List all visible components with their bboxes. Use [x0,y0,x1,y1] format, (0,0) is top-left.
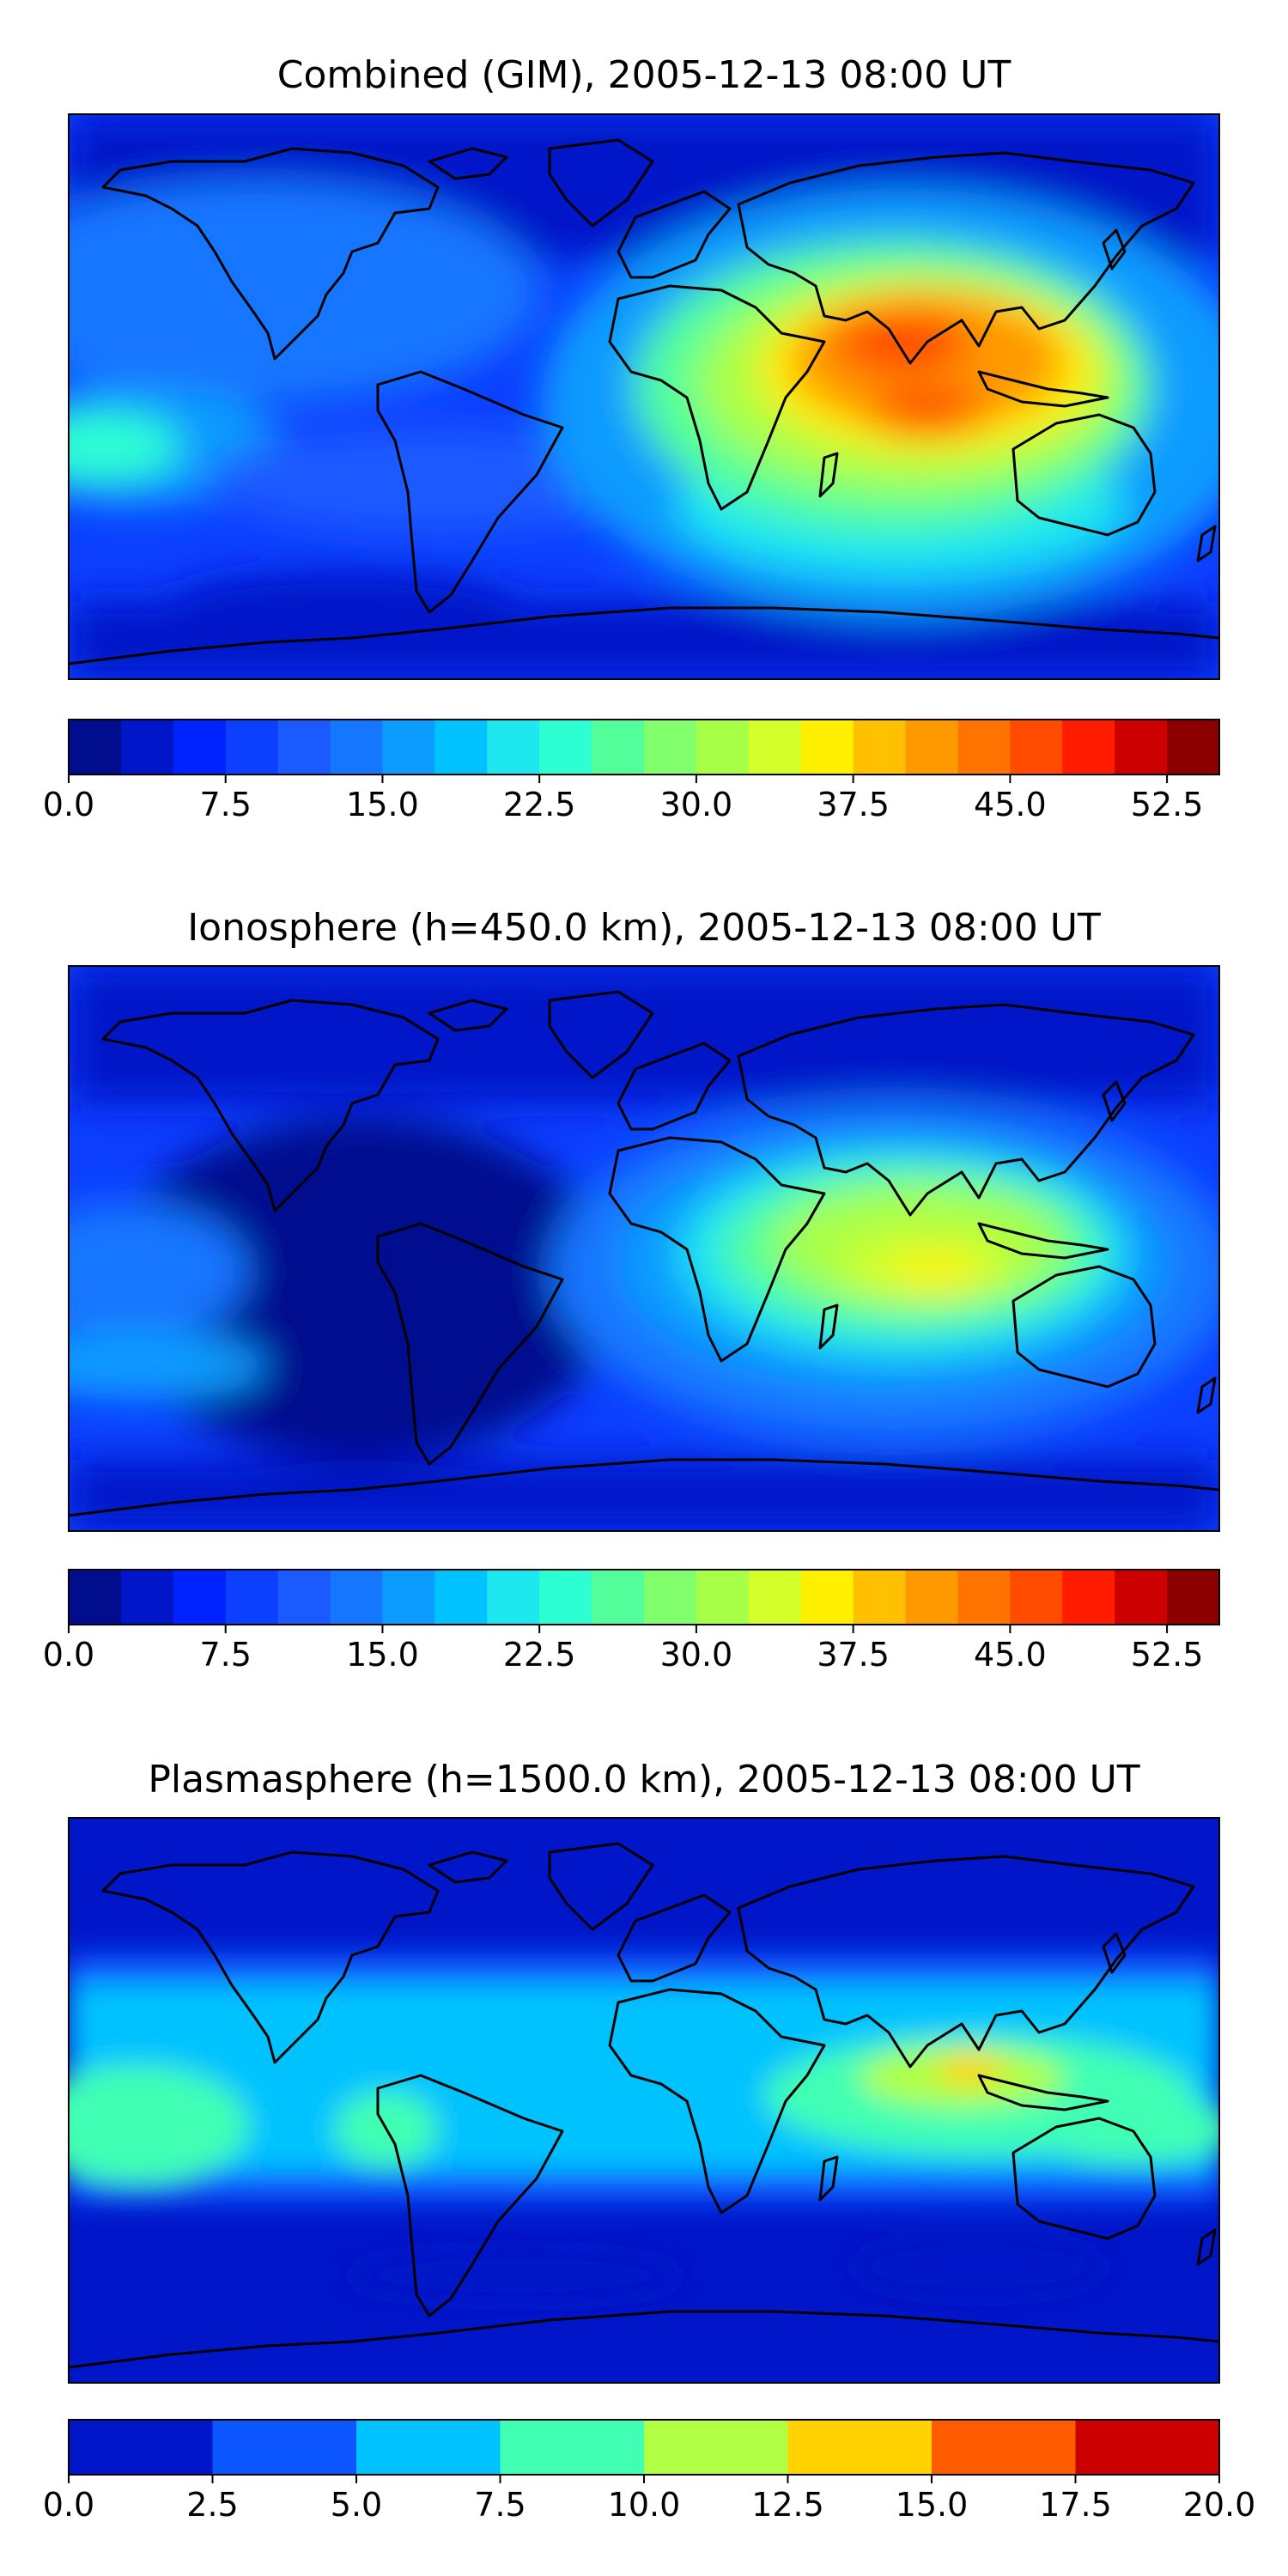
colorbar-swatch [748,720,802,775]
colorbar-swatch [696,720,750,775]
colorbar-tick-label: 37.5 [817,786,890,823]
combined-map-title: Combined (GIM), 2005-12-13 08:00 UT [276,53,1012,97]
colorbar-tick-label: 7.5 [200,1636,252,1674]
colorbar-tick-label: 5.0 [331,2486,382,2524]
colorbar-swatch [173,1570,227,1625]
colorbar-tick-label: 0.0 [43,786,94,823]
colorbar-tick-label: 22.5 [503,786,576,823]
colorbar-swatch [644,2420,789,2475]
colorbar-swatch [69,720,122,775]
colorbar-swatch [592,1570,645,1625]
colorbar-tick-label: 7.5 [200,786,252,823]
colorbar-tick-label: 45.0 [974,1636,1047,1674]
colorbar-swatch [1010,1570,1063,1625]
colorbar-swatch [173,720,227,775]
colorbar-swatch [277,1570,331,1625]
colorbar-tick-label: 22.5 [503,1636,576,1674]
colorbar-swatch [592,720,645,775]
colorbar-swatch [1115,1570,1168,1625]
colorbar-swatch [120,720,174,775]
colorbar-swatch [1075,2420,1220,2475]
colorbar-swatch [330,1570,384,1625]
colorbar-tick-label: 0.0 [43,1636,94,1674]
colorbar-tick-label: 45.0 [974,786,1047,823]
colorbar-swatch [932,2420,1077,2475]
colorbar-tick-label: 15.0 [346,1636,419,1674]
colorbar-swatch [225,720,279,775]
plasmasphere-colorbar: 0.0 2.5 5.0 7.5 10.0 12.5 15.0 17.5 20.0 [43,2419,1256,2524]
colorbar-swatch [69,1570,122,1625]
colorbar-tick-label: 17.5 [1039,2486,1112,2524]
colorbar-tick-label: 2.5 [186,2486,238,2524]
colorbar-tick-label: 15.0 [346,786,419,823]
plasmasphere-map [68,1817,1220,2384]
colorbar-swatch [1115,720,1168,775]
colorbar-swatch [120,1570,174,1625]
colorbar-swatch [500,2420,645,2475]
colorbar-swatch [957,720,1011,775]
colorbar-swatch [382,720,435,775]
colorbar-swatch [853,1570,907,1625]
colorbar-swatch [905,1570,959,1625]
ionosphere-map-title: Ionosphere (h=450.0 km), 2005-12-13 08:0… [187,906,1101,950]
colorbar-tick-label: 10.0 [608,2486,681,2524]
colorbar-swatch [487,720,540,775]
colorbar-swatch [1062,720,1115,775]
colorbar-swatch [644,720,697,775]
colorbar-swatch [853,720,907,775]
colorbar-swatch [277,720,331,775]
colorbar-swatch [787,2420,933,2475]
colorbar-swatch [330,720,384,775]
colorbar-swatch [905,720,959,775]
colorbar-tick-label: 52.5 [1131,786,1204,823]
plasmasphere-map-title: Plasmasphere (h=1500.0 km), 2005-12-13 0… [148,1758,1140,1801]
colorbar-swatch [1167,1570,1220,1625]
colorbar-swatch [1010,720,1063,775]
colorbar-swatch [748,1570,802,1625]
colorbar-swatch [800,720,854,775]
colorbar-tick-label: 7.5 [474,2486,526,2524]
colorbar-swatch [434,720,488,775]
colorbar-swatch [696,1570,750,1625]
colorbar-swatch [1167,720,1220,775]
colorbar-swatch [487,1570,540,1625]
colorbar-swatch [539,1570,592,1625]
ionosphere-colorbar: 0.0 7.5 15.0 22.5 30.0 37.5 45.0 52.5 [43,1569,1220,1674]
colorbar-tick-label: 12.5 [751,2486,824,2524]
colorbar-tick-label: 37.5 [817,1636,890,1674]
colorbar-swatch [539,720,592,775]
colorbar-tick-label: 30.0 [660,786,733,823]
combined-map [68,113,1220,680]
colorbar-swatch [225,1570,279,1625]
colorbar-swatch [356,2420,501,2475]
colorbar-swatch [212,2420,357,2475]
colorbar-swatch [800,1570,854,1625]
colorbar-tick-label: 0.0 [43,2486,94,2524]
colorbar-tick-label: 30.0 [660,1636,733,1674]
colorbar-tick-label: 15.0 [896,2486,969,2524]
colorbar-swatch [644,1570,697,1625]
colorbar-swatch [434,1570,488,1625]
colorbar-swatch [957,1570,1011,1625]
ionosphere-map [68,965,1220,1532]
colorbar-swatch [1062,1570,1115,1625]
colorbar-swatch [69,2420,214,2475]
colorbar-tick-label: 52.5 [1131,1636,1204,1674]
colorbar-swatch [382,1570,435,1625]
colorbar-tick-label: 20.0 [1183,2486,1256,2524]
combined-colorbar: 0.0 7.5 15.0 22.5 30.0 37.5 45.0 52.5 [43,719,1220,823]
